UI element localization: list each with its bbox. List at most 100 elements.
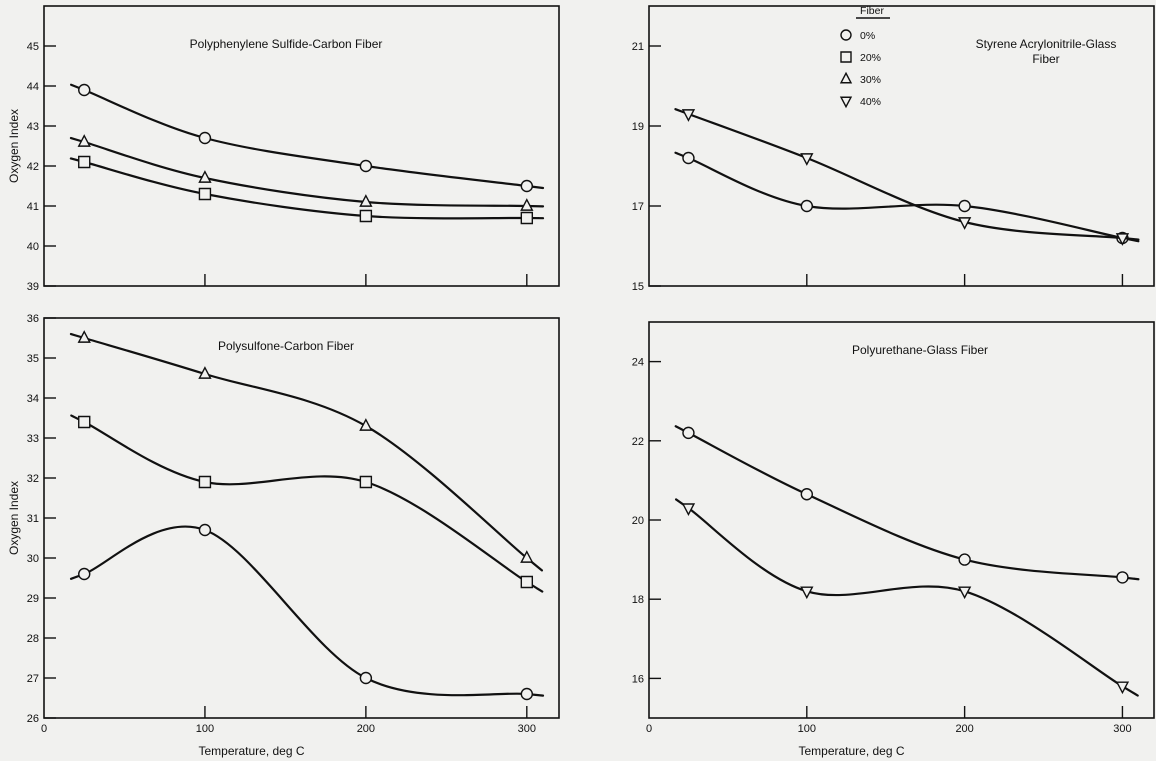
x-tick-label: 0 (41, 723, 47, 735)
y-tick-label: 41 (27, 201, 39, 213)
data-point-square (198, 475, 212, 489)
data-point-triangle (198, 170, 212, 183)
data-point-circle (78, 83, 91, 97)
y-tick-label: 34 (27, 393, 39, 405)
x-tick-label: 100 (798, 723, 816, 735)
series-line-circle (69, 525, 544, 697)
y-tick-label: 27 (27, 673, 39, 685)
legend-marker-square (840, 51, 852, 63)
panel-title: Styrene Acrylonitrile-Glass Fiber (976, 37, 1117, 66)
x-axis-label: Temperature, deg C (798, 744, 904, 758)
data-point-triangle-down (1115, 233, 1130, 246)
data-point-square (78, 415, 91, 429)
y-tick-label: 43 (27, 121, 39, 133)
chart-panel-polyurethane-glass-fiber: 16 18 20 22 24 0 100 200 300 Polyurethane-Glass F… (632, 321, 1155, 758)
y-tick-label: 17 (632, 201, 644, 213)
y-tick-label: 18 (632, 594, 644, 606)
legend-marker-triangle-down (839, 96, 853, 109)
legend-label: 30% (860, 74, 881, 86)
data-point-triangle (520, 550, 534, 563)
legend-marker-triangle (839, 71, 853, 84)
y-tick-label: 26 (27, 713, 39, 725)
data-point-triangle-down (957, 217, 972, 230)
data-point-square (520, 575, 534, 589)
series-line-circle (70, 83, 544, 190)
x-tick-label: 300 (1113, 723, 1131, 735)
plot-frame (648, 5, 1155, 287)
y-tick-label: 30 (27, 553, 39, 565)
data-point-circle (682, 426, 695, 440)
x-tick-label: 0 (646, 723, 652, 735)
x-tick-label: 100 (196, 723, 214, 735)
data-point-circle (958, 553, 971, 566)
plot-frame (43, 5, 560, 287)
legend-title: Fiber (860, 5, 884, 17)
data-point-triangle-down (681, 109, 696, 122)
data-point-circle (800, 199, 814, 213)
x-tick-label: 200 (955, 723, 973, 735)
data-point-triangle-down (1115, 681, 1130, 695)
data-point-triangle (359, 194, 373, 207)
data-point-triangle-down (800, 153, 814, 166)
data-point-triangle (359, 418, 373, 431)
data-point-circle (520, 179, 534, 193)
data-point-circle (359, 159, 373, 173)
chart-panel-polysulfone-carbon-fiber: 26 27 28 29 30 31 32 33 34 35 36 0 100 200 300 Polysulf… (7, 313, 560, 758)
data-point-square (520, 211, 534, 225)
y-tick-label: 45 (27, 41, 39, 53)
y-tick-label: 33 (27, 433, 39, 445)
series-line-triangle (69, 136, 544, 208)
series-line-square (69, 157, 544, 220)
y-tick-label: 29 (27, 593, 39, 605)
data-point-triangle-down (957, 586, 972, 600)
data-point-circle (1116, 571, 1129, 584)
y-tick-label: 44 (27, 81, 39, 93)
y-tick-label: 24 (632, 357, 644, 369)
panel-title: Polysulfone-Carbon Fiber (218, 339, 354, 353)
series-line-circle (674, 151, 1140, 243)
legend-label: 20% (860, 52, 881, 64)
y-tick-label: 21 (632, 41, 644, 53)
series-line-square (70, 414, 544, 593)
series-line-triangle-down (674, 108, 1140, 241)
x-tick-label: 300 (518, 723, 536, 735)
data-point-triangle (198, 366, 212, 379)
legend-label: 0% (860, 30, 875, 42)
data-point-circle (198, 523, 212, 537)
data-point-circle (682, 151, 695, 165)
y-axis-label: Oxygen Index (7, 481, 21, 555)
x-axis-label: Temperature, deg C (198, 744, 304, 758)
y-tick-label: 19 (632, 121, 644, 133)
data-point-triangle-down (800, 586, 814, 600)
data-point-circle (800, 488, 814, 501)
y-tick-label: 15 (632, 281, 644, 293)
y-tick-label: 20 (632, 515, 644, 527)
y-tick-label: 31 (27, 513, 39, 525)
y-tick-label: 32 (27, 473, 39, 485)
data-point-square (198, 187, 212, 201)
panel-title: Polyphenylene Sulfide-Carbon Fiber (190, 37, 383, 51)
data-point-square (359, 209, 373, 223)
panel-title: Polyurethane-Glass Fiber (852, 343, 988, 357)
data-point-circle (198, 131, 212, 145)
y-tick-label: 16 (632, 673, 644, 685)
legend-label: 40% (860, 96, 881, 108)
data-point-square (359, 475, 373, 489)
data-point-triangle-down (681, 503, 696, 516)
data-point-triangle (520, 198, 534, 211)
data-point-circle (520, 687, 534, 701)
data-point-circle (958, 199, 971, 213)
legend: Fiber 0% 20% 30% 40% (839, 5, 890, 109)
y-tick-label: 22 (632, 436, 644, 448)
data-point-circle (78, 567, 91, 581)
data-point-circle (359, 671, 373, 685)
data-point-triangle (77, 330, 91, 343)
series-line-triangle-down (675, 498, 1139, 697)
chart-panel-polyphenylene-sulfide-carbon-fiber: 39 40 41 42 43 44 45 Polyphenylene Sulfide-Carb… (7, 5, 560, 293)
x-tick-label: 200 (357, 723, 375, 735)
y-tick-label: 42 (27, 161, 39, 173)
data-point-square (78, 155, 91, 169)
y-tick-label: 36 (27, 313, 39, 325)
y-tick-label: 35 (27, 353, 39, 365)
